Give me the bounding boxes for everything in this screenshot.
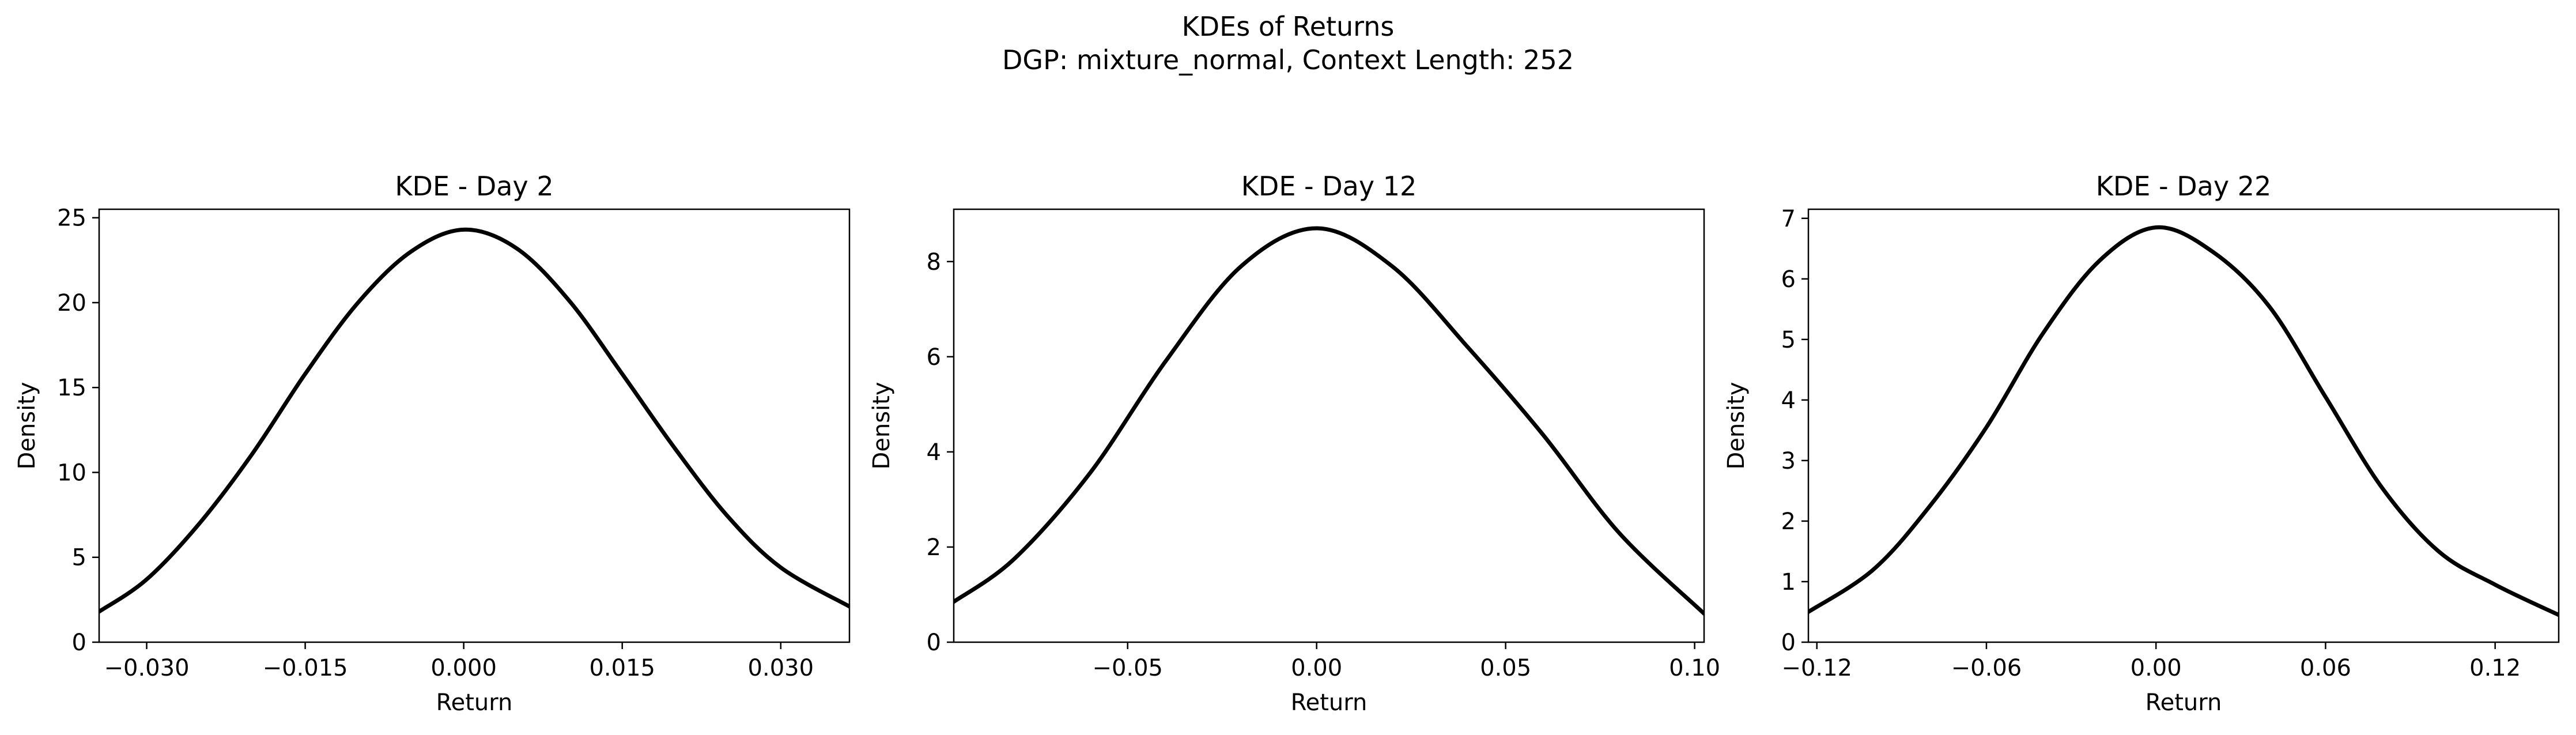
axes-frame — [98, 208, 851, 643]
x-axis-label: Return — [436, 689, 513, 716]
y-tick-label: 0 — [72, 630, 86, 656]
kde-line — [99, 227, 849, 614]
x-tick-label: 0.05 — [1480, 655, 1531, 681]
y-axis-label: Density — [14, 382, 40, 469]
x-tick-label: −0.06 — [1951, 655, 2022, 681]
x-axis-label: Return — [1291, 689, 1368, 716]
x-tick-label: 0.015 — [589, 655, 655, 681]
y-tick-label: 3 — [1781, 448, 1796, 474]
y-tick-label: 6 — [1781, 266, 1796, 293]
y-axis-label: Density — [1723, 382, 1750, 469]
y-tick-label: 5 — [72, 545, 86, 571]
y-tick-label: 5 — [1781, 327, 1796, 353]
y-axis-label: Density — [868, 382, 895, 469]
y-tick-label: 0 — [927, 630, 941, 656]
y-tick-label: 20 — [57, 290, 86, 316]
x-axis-label: Return — [2146, 689, 2222, 716]
x-tick-label: 0.030 — [748, 655, 814, 681]
y-tick-label: 1 — [1781, 569, 1796, 595]
x-tick-label: 0.000 — [430, 655, 497, 681]
axes-frame — [953, 208, 1705, 643]
x-tick-label: 0.10 — [1669, 655, 1720, 681]
panel-title: KDE - Day 22 — [2096, 171, 2271, 202]
y-tick-label: 6 — [927, 344, 941, 371]
figure-subtitle: DGP: mixture_normal, Context Length: 252 — [1002, 44, 1574, 76]
x-tick-label: 0.00 — [1291, 655, 1342, 681]
x-tick-label: 0.06 — [2300, 655, 2351, 681]
y-tick-label: 2 — [1781, 508, 1796, 535]
y-tick-label: 10 — [57, 459, 86, 486]
axes-frame — [1807, 208, 2560, 643]
y-tick-label: 4 — [1781, 387, 1796, 414]
kde-panel-day-2: KDE - Day 2 −0.030 −0.015 0.000 0.015 0.030 0 5… — [14, 171, 851, 716]
y-tick-label: 15 — [57, 375, 86, 401]
panel-title: KDE - Day 2 — [395, 171, 553, 202]
y-tick-label: 0 — [1781, 630, 1796, 656]
x-tick-label: −0.015 — [263, 655, 348, 681]
y-tick-label: 7 — [1781, 206, 1796, 232]
kde-panel-day-22: KDE - Day 22 −0.12 −0.06 0.00 0.06 0.12 0 1 2 3 4 5… — [1723, 171, 2560, 716]
kde-panel-day-12: KDE - Day 12 −0.05 0.00 0.05 0.10 0 2 4 6 8 Return… — [868, 171, 1720, 716]
figure-title: KDEs of Returns — [1182, 11, 1395, 42]
kde-line — [954, 226, 1704, 616]
y-tick-label: 25 — [57, 205, 86, 232]
x-tick-label: −0.05 — [1092, 655, 1163, 681]
x-tick-label: 0.12 — [2469, 655, 2521, 681]
y-tick-label: 4 — [927, 439, 941, 466]
panel-title: KDE - Day 12 — [1241, 171, 1417, 202]
x-tick-label: −0.030 — [104, 655, 190, 681]
kde-line — [1808, 225, 2559, 617]
y-tick-label: 8 — [927, 249, 941, 276]
x-tick-label: 0.00 — [2131, 655, 2182, 681]
y-tick-label: 2 — [927, 534, 941, 561]
x-tick-label: −0.12 — [1781, 655, 1852, 681]
